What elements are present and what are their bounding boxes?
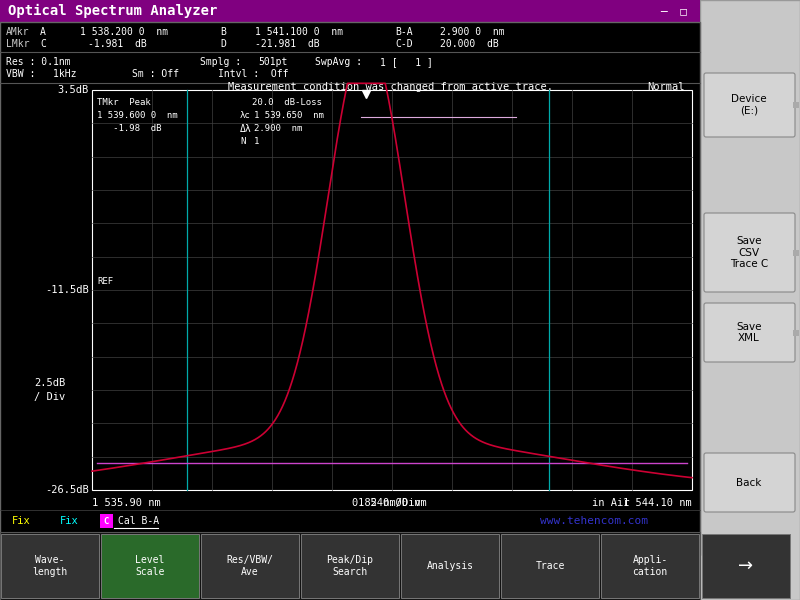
Text: C-D: C-D xyxy=(395,39,413,49)
Text: λc: λc xyxy=(240,111,250,120)
Text: C: C xyxy=(40,39,46,49)
Text: 20.0  dB-Loss: 20.0 dB-Loss xyxy=(252,98,322,107)
Text: →: → xyxy=(738,557,754,575)
Text: Save
CSV
Trace C: Save CSV Trace C xyxy=(730,236,768,269)
Text: REF: REF xyxy=(97,277,113,286)
Text: -1.981  dB: -1.981 dB xyxy=(88,39,146,49)
Text: Back: Back xyxy=(736,478,762,487)
Text: 501pt: 501pt xyxy=(258,57,287,67)
Text: Appli-
cation: Appli- cation xyxy=(632,555,668,577)
Text: 1 [   1 ]: 1 [ 1 ] xyxy=(380,57,433,67)
Text: 1 540.00 nm: 1 540.00 nm xyxy=(358,498,426,508)
Text: LMkr: LMkr xyxy=(6,39,30,49)
Text: Measurement condition was changed from active trace.: Measurement condition was changed from a… xyxy=(227,82,553,92)
Text: -26.5dB: -26.5dB xyxy=(46,485,89,495)
Text: B: B xyxy=(220,27,226,37)
Text: 1: 1 xyxy=(254,137,259,146)
Text: 3.5dB: 3.5dB xyxy=(58,85,89,95)
Text: 20.000  dB: 20.000 dB xyxy=(440,39,498,49)
Text: Save
XML: Save XML xyxy=(736,322,762,343)
Text: TMkr  Peak: TMkr Peak xyxy=(97,98,150,107)
FancyBboxPatch shape xyxy=(704,213,795,292)
Text: A: A xyxy=(40,27,46,37)
Text: B-A: B-A xyxy=(395,27,413,37)
Bar xyxy=(0,22,700,555)
Text: 2.900 0  nm: 2.900 0 nm xyxy=(440,27,505,37)
Bar xyxy=(0,532,700,600)
Text: SwpAvg :: SwpAvg : xyxy=(315,57,362,67)
Text: Fix: Fix xyxy=(60,516,78,526)
Text: C: C xyxy=(103,517,109,526)
Text: Wave-
length: Wave- length xyxy=(32,555,68,577)
Bar xyxy=(201,534,299,598)
FancyBboxPatch shape xyxy=(704,73,795,137)
Text: Δλ: Δλ xyxy=(240,124,252,134)
Text: Peak/Dip
Search: Peak/Dip Search xyxy=(326,555,374,577)
Bar xyxy=(401,534,499,598)
Bar xyxy=(92,90,692,490)
Text: -1.98  dB: -1.98 dB xyxy=(97,124,162,133)
Text: 2.900  nm: 2.900 nm xyxy=(254,124,302,133)
FancyBboxPatch shape xyxy=(704,303,795,362)
Text: 1 544.10 nm: 1 544.10 nm xyxy=(623,498,692,508)
Text: 1 538.200 0  nm: 1 538.200 0 nm xyxy=(80,27,168,37)
Text: Level
Scale: Level Scale xyxy=(135,555,165,577)
Text: 1 535.90 nm: 1 535.90 nm xyxy=(92,498,161,508)
Text: 1 539.650  nm: 1 539.650 nm xyxy=(254,111,324,120)
Bar xyxy=(601,534,699,598)
FancyBboxPatch shape xyxy=(704,453,795,512)
Text: 2.5dB: 2.5dB xyxy=(34,378,66,388)
Text: Res/VBW/
Ave: Res/VBW/ Ave xyxy=(226,555,274,577)
Text: Normal: Normal xyxy=(647,82,685,92)
Text: Analysis: Analysis xyxy=(426,561,474,571)
Bar xyxy=(0,0,700,22)
Bar xyxy=(1,534,99,598)
Text: VBW :   1kHz: VBW : 1kHz xyxy=(6,69,77,79)
Text: -21.981  dB: -21.981 dB xyxy=(255,39,320,49)
Text: Intvl :  Off: Intvl : Off xyxy=(218,69,289,79)
Text: Res : 0.1nm: Res : 0.1nm xyxy=(6,57,70,67)
Text: Sm : Off: Sm : Off xyxy=(132,69,179,79)
Bar xyxy=(100,514,113,528)
Text: Cal B-A: Cal B-A xyxy=(118,516,159,526)
Text: AMkr: AMkr xyxy=(6,27,30,37)
Text: N: N xyxy=(240,137,246,146)
Text: Smplg :: Smplg : xyxy=(200,57,241,67)
Text: Device
(E:): Device (E:) xyxy=(731,94,767,116)
Text: / Div: / Div xyxy=(34,392,66,402)
Text: www.tehencom.com: www.tehencom.com xyxy=(540,516,648,526)
Bar xyxy=(501,534,599,598)
Bar xyxy=(301,534,399,598)
Text: 1 539.600 0  nm: 1 539.600 0 nm xyxy=(97,111,178,120)
Text: 1 541.100 0  nm: 1 541.100 0 nm xyxy=(255,27,343,37)
Text: in Air: in Air xyxy=(592,498,630,508)
Text: D: D xyxy=(220,39,226,49)
Text: 0.82 nm/Div: 0.82 nm/Div xyxy=(352,498,421,508)
Text: Optical Spectrum Analyzer: Optical Spectrum Analyzer xyxy=(8,4,218,18)
Text: -11.5dB: -11.5dB xyxy=(46,285,89,295)
Text: Trace: Trace xyxy=(535,561,565,571)
Bar xyxy=(700,0,800,600)
Text: ─  □: ─ □ xyxy=(660,6,687,16)
Bar xyxy=(101,534,199,598)
Bar xyxy=(702,534,790,598)
Text: Fix: Fix xyxy=(12,516,30,526)
